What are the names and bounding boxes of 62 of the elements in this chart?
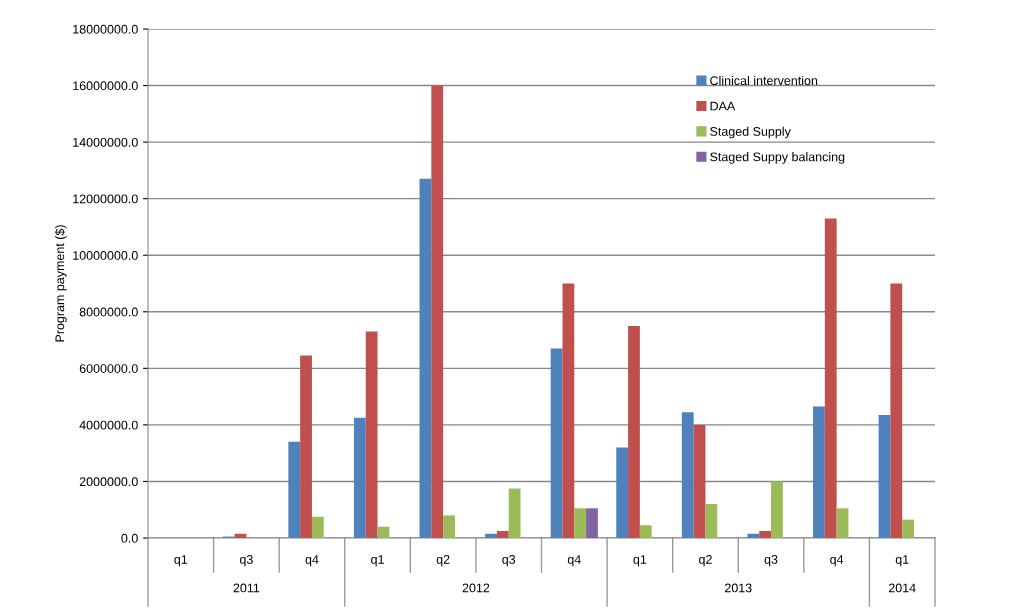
bar bbox=[377, 526, 390, 538]
bar bbox=[771, 481, 783, 538]
bar bbox=[353, 417, 366, 538]
y-tick-label: 14000000.0 bbox=[73, 137, 138, 147]
x-tick-label: q3 bbox=[764, 555, 778, 567]
y-tick-label: 16000000.0 bbox=[73, 81, 138, 91]
bar bbox=[574, 508, 587, 538]
bar bbox=[365, 331, 378, 538]
x-tick-label: q4 bbox=[305, 555, 319, 567]
bar bbox=[562, 283, 575, 538]
bar bbox=[813, 406, 825, 538]
y-tick-label: 4000000.0 bbox=[79, 420, 138, 430]
text: 2014 bbox=[888, 583, 916, 593]
bar bbox=[824, 218, 837, 538]
bar bbox=[902, 519, 915, 538]
bar bbox=[616, 447, 629, 538]
x-tick-label: q1 bbox=[174, 555, 188, 567]
bar bbox=[759, 530, 772, 538]
legend-label: Staged Suppy balancing bbox=[710, 152, 845, 164]
bar bbox=[311, 516, 324, 538]
legend-label: Staged Supply bbox=[710, 126, 791, 139]
bar bbox=[705, 504, 718, 538]
x-tick-label: q3 bbox=[239, 555, 253, 567]
y-tick-label: 0.0 bbox=[121, 533, 138, 543]
bar bbox=[693, 424, 706, 538]
y-tick-label: 18000000.0 bbox=[73, 24, 138, 34]
x-tick-label: q4 bbox=[830, 555, 844, 567]
bar bbox=[878, 414, 891, 538]
bar bbox=[681, 412, 694, 538]
x-tick-label: q3 bbox=[502, 555, 516, 567]
bar bbox=[747, 533, 760, 538]
text: 2013 bbox=[724, 583, 752, 593]
x-tick-label: q1 bbox=[633, 555, 647, 567]
bar bbox=[890, 283, 903, 538]
y-tick-label: 12000000.0 bbox=[73, 194, 138, 204]
legend-label: DAA bbox=[710, 101, 736, 111]
bar bbox=[550, 348, 563, 538]
y-tick-label: 10000000.0 bbox=[73, 251, 138, 260]
bar bbox=[485, 533, 497, 538]
x-tick-label: q2 bbox=[699, 555, 712, 567]
text: 2012 bbox=[462, 583, 490, 593]
bar bbox=[300, 355, 312, 538]
y-tick-label: 8000000.0 bbox=[79, 307, 138, 317]
text: 2011 bbox=[233, 583, 260, 593]
x-tick-label: q1 bbox=[371, 555, 384, 567]
y-axis-title: Program payment ($) bbox=[54, 225, 67, 342]
bar bbox=[443, 515, 455, 538]
bar bbox=[836, 508, 849, 538]
bar bbox=[431, 85, 444, 538]
bar bbox=[288, 441, 301, 538]
bar bbox=[639, 525, 652, 538]
legend-label: Clinical intervention bbox=[710, 75, 818, 86]
y-tick-label: 2000000.0 bbox=[79, 477, 138, 487]
bar bbox=[628, 325, 640, 538]
bar bbox=[508, 488, 521, 538]
x-tick-label: q1 bbox=[895, 555, 909, 567]
bar bbox=[586, 508, 598, 538]
x-tick-label: q4 bbox=[567, 555, 581, 567]
bar bbox=[419, 178, 432, 538]
y-tick-label: 6000000.0 bbox=[79, 364, 138, 373]
x-tick-label: q2 bbox=[436, 555, 450, 567]
bar bbox=[496, 530, 509, 538]
